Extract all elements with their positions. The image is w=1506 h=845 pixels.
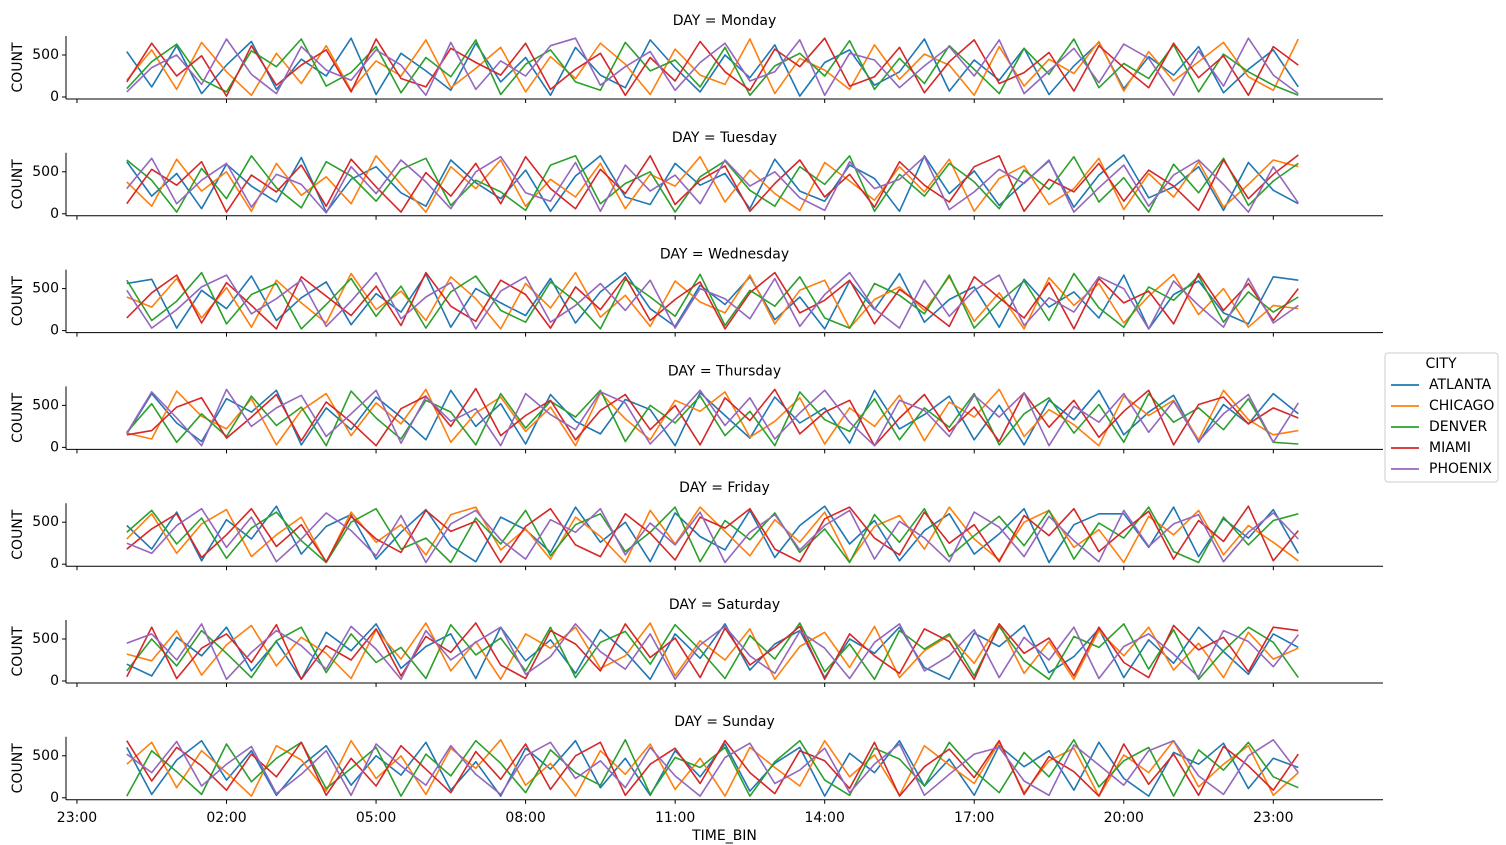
series-line [126, 37, 1299, 97]
series-line [126, 37, 1299, 97]
series-line [126, 389, 1299, 447]
y-tick-label: 500 [32, 164, 59, 180]
series-line [126, 155, 1299, 214]
y-axis-label: COUNT [10, 392, 26, 443]
x-tick-label: 11:00 [655, 810, 695, 826]
series-line [126, 155, 1299, 213]
y-tick-label: 0 [50, 673, 59, 689]
legend-title: CITY [1425, 356, 1456, 372]
series-line [126, 623, 1299, 681]
y-tick-label: 500 [32, 631, 59, 647]
x-tick-label: 17:00 [954, 810, 994, 826]
x-tick-label: 02:00 [206, 810, 246, 826]
facet-title: DAY = Friday [679, 480, 770, 496]
facet-title: DAY = Tuesday [672, 130, 777, 146]
series-line [126, 739, 1299, 797]
y-tick-label: 0 [50, 206, 59, 222]
series-line [126, 271, 1299, 330]
series-line [126, 507, 1299, 564]
x-tick-label: 05:00 [356, 810, 396, 826]
series-line [126, 739, 1299, 797]
facet-title: DAY = Thursday [668, 363, 781, 379]
series-line [126, 387, 1299, 447]
y-tick-label: 0 [50, 790, 59, 806]
series-line [126, 155, 1299, 213]
series-line [126, 38, 1299, 97]
series-line [126, 506, 1299, 564]
legend-label: ATLANTA [1429, 377, 1492, 393]
y-axis-label: COUNT [10, 42, 26, 93]
y-tick-label: 0 [50, 323, 59, 339]
series-line [126, 505, 1299, 564]
series-line [126, 505, 1299, 564]
x-tick-label: 08:00 [505, 810, 545, 826]
legend-label: MIAMI [1429, 440, 1471, 456]
y-tick-label: 500 [32, 748, 59, 764]
y-axis-label: COUNT [10, 159, 26, 210]
y-tick-label: 0 [50, 556, 59, 572]
y-axis-label: COUNT [10, 626, 26, 677]
x-tick-label: 14:00 [805, 810, 845, 826]
series-line [126, 739, 1299, 797]
facet-title: DAY = Wednesday [660, 247, 789, 263]
legend-label: CHICAGO [1429, 398, 1494, 414]
y-tick-label: 500 [32, 281, 59, 297]
series-line [126, 739, 1299, 797]
facet-title: DAY = Saturday [669, 597, 780, 613]
x-axis-label: TIME_BIN [691, 828, 757, 844]
facet-title: DAY = Sunday [674, 714, 775, 730]
series-line [126, 154, 1299, 213]
series-line [126, 271, 1299, 330]
series-line [126, 388, 1299, 447]
y-tick-label: 500 [32, 397, 59, 413]
y-axis-label: COUNT [10, 509, 26, 560]
legend-label: PHOENIX [1429, 461, 1492, 477]
x-tick-label: 23:00 [1253, 810, 1293, 826]
y-tick-label: 0 [50, 439, 59, 455]
facet-title: DAY = Monday [673, 13, 776, 29]
y-axis-label: COUNT [10, 276, 26, 327]
y-tick-label: 0 [50, 89, 59, 105]
series-line [126, 622, 1299, 681]
x-tick-label: 20:00 [1104, 810, 1144, 826]
series-line [126, 154, 1299, 213]
series-line [126, 506, 1299, 564]
series-line [126, 388, 1299, 447]
y-axis-label: COUNT [10, 743, 26, 794]
x-tick-label: 23:00 [57, 810, 97, 826]
legend-label: DENVER [1429, 419, 1488, 435]
y-tick-label: 500 [32, 47, 59, 63]
series-line [126, 271, 1299, 330]
series-line [126, 623, 1299, 681]
series-line [126, 389, 1299, 447]
y-tick-label: 500 [32, 514, 59, 530]
